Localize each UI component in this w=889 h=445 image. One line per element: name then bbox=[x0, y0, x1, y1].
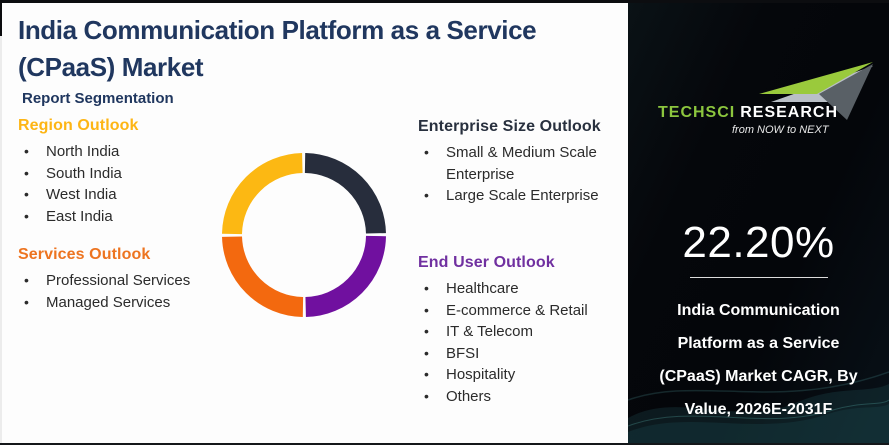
list-item: • Managed Services bbox=[18, 292, 238, 314]
sidebar-panel: TechSci Research from NOW to NEXT 22.20% … bbox=[628, 0, 889, 445]
donut-segment-bottom-right-purple bbox=[222, 153, 386, 317]
logo-text-techsci: TechSci bbox=[658, 104, 736, 121]
list-item-label: Others bbox=[446, 387, 492, 405]
bullet-icon: • bbox=[24, 186, 29, 202]
bullet-icon: • bbox=[24, 293, 29, 310]
caption-line: Platform as a Service bbox=[677, 335, 840, 352]
list-item-label: Large Scale Enterprise bbox=[446, 187, 599, 204]
list-item: • South India bbox=[18, 163, 218, 185]
caption-line: Value, 2026E-2031F bbox=[684, 401, 833, 418]
enterprise-size-outlook-list: • Small & Medium Scale Enterprise • Large S… bbox=[418, 142, 624, 207]
donut-chart-svg bbox=[222, 153, 386, 317]
region-outlook-list: • North India • South India • West India • East… bbox=[18, 141, 218, 227]
bullet-icon: • bbox=[424, 144, 429, 160]
donut-segment-top-right-dark-navy bbox=[222, 153, 386, 317]
bullet-icon: • bbox=[424, 366, 429, 382]
list-item: • Small & Medium Scale Enterprise bbox=[418, 142, 624, 185]
list-item-label: IT & Telecom bbox=[446, 323, 533, 340]
list-item-label: Professional Services bbox=[46, 272, 191, 289]
logo-arrow-icon bbox=[759, 62, 873, 120]
list-item: • West India bbox=[18, 184, 218, 206]
wave-pattern-decoration bbox=[628, 371, 889, 445]
report-segmentation-heading: Report Segmentation bbox=[22, 90, 174, 107]
list-item: • North India bbox=[18, 141, 218, 163]
list-item-label: Hospitality bbox=[446, 366, 516, 383]
region-outlook-heading: Region Outlook bbox=[18, 117, 139, 134]
list-item-label: West India bbox=[46, 186, 117, 203]
title-line-2: (CPaaS) Market bbox=[18, 52, 204, 82]
caption-line: (CPaaS) Market CAGR, By bbox=[659, 368, 858, 385]
enterprise-size-outlook-section: Enterprise Size Outlook • Small & Medium … bbox=[418, 118, 624, 207]
bullet-icon: • bbox=[424, 280, 429, 296]
enterprise-size-outlook-heading: Enterprise Size Outlook bbox=[418, 118, 601, 135]
list-item-label: Healthcare bbox=[446, 280, 519, 297]
end-user-outlook-list: • Healthcare • E-commerce & Retail • IT & Tel… bbox=[418, 278, 624, 407]
bullet-icon: • bbox=[424, 344, 429, 361]
list-item-label: East India bbox=[46, 207, 113, 225]
list-item-label: BFSI bbox=[446, 344, 480, 362]
logo-text-research: Research bbox=[740, 104, 839, 121]
list-item: • E-commerce & Retail bbox=[418, 300, 624, 322]
cagr-value: 22.20% bbox=[682, 218, 835, 267]
services-outlook-list: • Professional Services • Managed Services bbox=[18, 270, 238, 313]
bottom-edge-line bbox=[0, 443, 889, 445]
list-item-label: E-commerce & Retail bbox=[446, 301, 588, 319]
end-user-outlook-section: End User Outlook • Healthcare • E-commerce … bbox=[418, 254, 624, 407]
logo-wordmark: TechSci Research bbox=[658, 104, 838, 122]
bullet-icon: • bbox=[424, 323, 429, 339]
list-item: • Others bbox=[418, 386, 624, 408]
title-line-1: India Communication Platform as a Servic… bbox=[18, 15, 537, 45]
caption-line: India Communication bbox=[677, 302, 840, 319]
top-edge-line bbox=[0, 0, 889, 3]
services-outlook-heading: Services Outlook bbox=[18, 246, 151, 263]
services-outlook-section: Services Outlook • Professional Services •… bbox=[18, 246, 238, 313]
bullet-icon: • bbox=[24, 207, 29, 224]
donut-chart bbox=[221, 152, 387, 318]
divider-line bbox=[690, 277, 828, 278]
bullet-icon: • bbox=[424, 387, 429, 404]
donut-segment-bottom-left-orange bbox=[222, 153, 386, 317]
techsci-logo: TechSci Research from NOW to NEXT bbox=[658, 62, 873, 138]
bullet-icon: • bbox=[424, 301, 429, 318]
list-item-label: Managed Services bbox=[46, 293, 171, 311]
bullet-icon: • bbox=[424, 187, 429, 203]
left-edge-line bbox=[0, 36, 2, 443]
main-panel: India Communication Platform as a Servic… bbox=[18, 12, 624, 407]
donut-segment-top-left-amber bbox=[222, 153, 386, 317]
page-title: India Communication Platform as a Servic… bbox=[18, 12, 537, 86]
region-outlook-section: Region Outlook • North India • South India •… bbox=[18, 117, 218, 227]
end-user-outlook-heading: End User Outlook bbox=[418, 254, 555, 271]
list-item-label: South India bbox=[46, 164, 122, 182]
bullet-icon: • bbox=[24, 272, 29, 288]
list-item: • Professional Services bbox=[18, 270, 238, 292]
left-edge-accent bbox=[0, 0, 2, 36]
list-item: • Large Scale Enterprise bbox=[418, 185, 624, 207]
logo-tagline: from NOW to NEXT bbox=[732, 124, 829, 136]
cagr-caption: India Communication Platform as a Service… bbox=[636, 294, 881, 426]
bullet-icon: • bbox=[24, 143, 29, 159]
list-item: • IT & Telecom bbox=[418, 321, 624, 343]
list-item-label: North India bbox=[46, 143, 120, 160]
list-item: • Hospitality bbox=[418, 364, 624, 386]
list-item: • East India bbox=[18, 206, 218, 228]
list-item: • Healthcare bbox=[418, 278, 624, 300]
bullet-icon: • bbox=[24, 164, 29, 181]
list-item: • BFSI bbox=[418, 343, 624, 365]
list-item-label: Small & Medium Scale Enterprise bbox=[446, 144, 597, 183]
